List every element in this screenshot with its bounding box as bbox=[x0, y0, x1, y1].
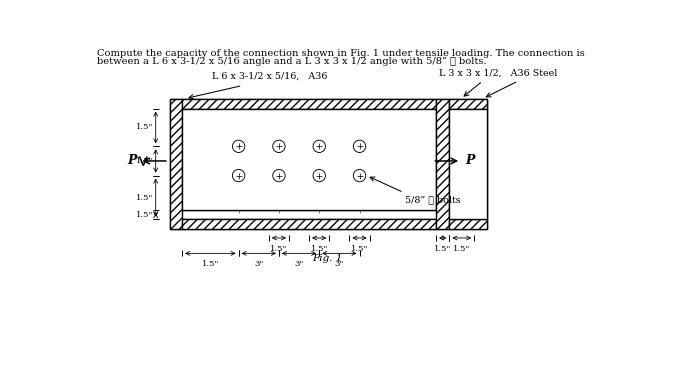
Text: 1.5": 1.5" bbox=[434, 245, 452, 253]
Bar bbox=[170, 99, 182, 229]
Text: L 3 x 3 x 1/2,   A36 Steel: L 3 x 3 x 1/2, A36 Steel bbox=[439, 69, 557, 78]
Text: 1.5": 1.5" bbox=[136, 211, 153, 219]
Bar bbox=[182, 220, 436, 229]
Text: Compute the capacity of the connection shown in Fig. 1 under tensile loading. Th: Compute the capacity of the connection s… bbox=[97, 49, 584, 57]
Text: Fig. 1: Fig. 1 bbox=[313, 254, 343, 262]
Bar bbox=[449, 220, 486, 229]
Text: 3": 3" bbox=[254, 260, 263, 268]
Bar bbox=[182, 99, 436, 109]
Text: 3": 3" bbox=[295, 260, 304, 268]
Text: between a L 6 x 3-1/2 x 5/16 angle and a L 3 x 3 x 1/2 angle with 5/8” ⓘ bolts.: between a L 6 x 3-1/2 x 5/16 angle and a… bbox=[97, 57, 486, 66]
Text: P: P bbox=[465, 154, 475, 168]
Text: 1.5": 1.5" bbox=[202, 260, 219, 268]
Bar bbox=[436, 99, 449, 229]
Bar bbox=[449, 99, 486, 109]
Text: L 6 x 3-1/2 x 5/16,   A36: L 6 x 3-1/2 x 5/16, A36 bbox=[211, 72, 327, 81]
Text: 1.5": 1.5" bbox=[270, 245, 288, 253]
Text: 3": 3" bbox=[335, 260, 344, 268]
Text: 1.5": 1.5" bbox=[453, 245, 470, 253]
Text: 1.5": 1.5" bbox=[136, 123, 153, 131]
Text: 1.5": 1.5" bbox=[311, 245, 328, 253]
Text: 1.5": 1.5" bbox=[136, 194, 153, 202]
Text: P: P bbox=[127, 154, 136, 168]
Bar bbox=[449, 109, 486, 220]
Bar bbox=[182, 109, 436, 210]
Text: 1.5": 1.5" bbox=[351, 245, 368, 253]
Text: 5/8” ⓘ bolts: 5/8” ⓘ bolts bbox=[405, 195, 461, 204]
Text: 1.5": 1.5" bbox=[136, 157, 153, 165]
